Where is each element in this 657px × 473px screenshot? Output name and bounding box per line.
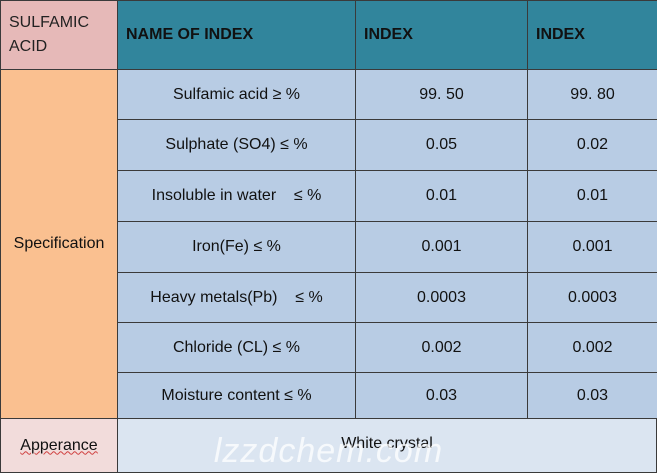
value-cell: 0.002 [527, 322, 657, 373]
index-name: Moisture content ≤ % [117, 372, 356, 419]
index-name: Heavy metals(Pb) ≤ % [117, 272, 356, 323]
value-cell: 0.0003 [527, 272, 657, 323]
value-cell: 0.05 [355, 119, 528, 171]
appearance-label: Apperance [0, 418, 118, 473]
value-cell: 0.0003 [355, 272, 528, 323]
value-cell: 0.002 [355, 322, 528, 373]
index-name: Sulfamic acid ≥ % [117, 69, 356, 120]
watermark: lzzdchem.com [213, 432, 444, 470]
appearance-value: White crystal [117, 418, 657, 473]
index-name: Insoluble in water ≤ % [117, 170, 356, 222]
value-cell: 0.001 [527, 221, 657, 273]
header-cell: INDEX [355, 0, 528, 70]
value-cell: 0.01 [527, 170, 657, 222]
value-cell: 0.03 [527, 372, 657, 419]
value-cell: 0.03 [355, 372, 528, 419]
spec-label: Specification [0, 69, 118, 419]
index-name: Chloride (CL) ≤ % [117, 322, 356, 373]
index-name: Sulphate (SO4) ≤ % [117, 119, 356, 171]
value-cell: 0.02 [527, 119, 657, 171]
value-cell: 0.001 [355, 221, 528, 273]
value-cell: 0.01 [355, 170, 528, 222]
header-cell: NAME OF INDEX [117, 0, 356, 70]
header-cell: INDEX [527, 0, 657, 70]
index-name: Iron(Fe) ≤ % [117, 221, 356, 273]
value-cell: 99. 80 [527, 69, 657, 120]
header-cell: SULFAMIC ACID [0, 0, 118, 70]
value-cell: 99. 50 [355, 69, 528, 120]
